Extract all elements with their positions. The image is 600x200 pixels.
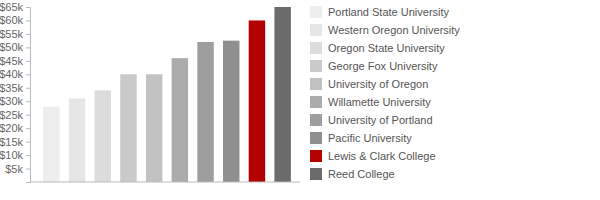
y-tick-label: $30k xyxy=(0,95,23,107)
y-tick-mark xyxy=(26,128,30,129)
legend-label: University of Oregon xyxy=(328,78,428,90)
y-tick-mark xyxy=(26,169,30,170)
bar xyxy=(197,42,213,182)
legend-item: Oregon State University xyxy=(310,42,445,54)
y-tick-label: $40k xyxy=(0,68,23,80)
bar xyxy=(120,74,136,182)
legend-item: University of Portland xyxy=(310,114,433,126)
legend-label: Portland State University xyxy=(328,6,450,18)
bar xyxy=(146,74,162,182)
y-tick-mark xyxy=(26,142,30,143)
legend-swatch xyxy=(310,78,322,90)
x-axis xyxy=(30,182,300,183)
y-tick: $15k xyxy=(0,136,30,148)
legend-swatch xyxy=(310,96,322,108)
y-tick: $50k xyxy=(0,41,30,53)
legend-item: Portland State University xyxy=(310,6,450,18)
legend-label: Pacific University xyxy=(328,132,412,144)
y-tick-label: $50k xyxy=(0,41,23,53)
y-tick: $25k xyxy=(0,109,30,121)
legend-swatch xyxy=(310,42,322,54)
legend-item: University of Oregon xyxy=(310,78,428,90)
y-tick-label: $25k xyxy=(0,109,23,121)
y-tick-label: $10k xyxy=(0,149,23,161)
y-tick-mark xyxy=(26,34,30,35)
y-tick-label: $55k xyxy=(0,28,23,40)
y-tick: $5k xyxy=(5,163,30,175)
legend-label: Willamette University xyxy=(328,96,431,108)
legend-item: Pacific University xyxy=(310,132,412,144)
y-tick: $30k xyxy=(0,95,30,107)
y-tick-label: $20k xyxy=(0,122,23,134)
y-tick-label: $60k xyxy=(0,14,23,26)
bar xyxy=(69,99,85,182)
legend-swatch xyxy=(310,60,322,72)
legend-label: Lewis & Clark College xyxy=(328,150,436,162)
y-tick: $55k xyxy=(0,28,30,40)
legend: Portland State University Western Oregon … xyxy=(310,6,460,180)
y-tick: $65k xyxy=(0,1,30,13)
y-tick: $60k xyxy=(0,14,30,26)
y-tick: $10k xyxy=(0,149,30,161)
legend-label: University of Portland xyxy=(328,114,433,126)
legend-item: Willamette University xyxy=(310,96,431,108)
y-tick: $45k xyxy=(0,55,30,67)
legend-item: Lewis & Clark College xyxy=(310,150,436,162)
bars xyxy=(43,7,291,182)
x-axis-line xyxy=(30,182,300,183)
legend-swatch xyxy=(310,150,322,162)
y-tick-label: $5k xyxy=(5,163,23,175)
y-tick-mark xyxy=(26,47,30,48)
legend-label: Reed College xyxy=(328,168,395,180)
y-axis: $5k$10k$15k$20k$25k$30k$35k$40k$45k$50k$… xyxy=(0,1,31,182)
y-tick: $35k xyxy=(0,82,30,94)
legend-item: Reed College xyxy=(310,168,395,180)
legend-label: George Fox University xyxy=(328,60,438,72)
y-tick-mark xyxy=(26,115,30,116)
y-tick-label: $35k xyxy=(0,82,23,94)
y-tick: $40k xyxy=(0,68,30,80)
y-axis-line xyxy=(26,8,31,183)
legend-item: Western Oregon University xyxy=(310,24,460,36)
legend-swatch xyxy=(310,168,322,180)
y-tick-mark xyxy=(26,88,30,89)
legend-swatch xyxy=(310,6,322,18)
legend-swatch xyxy=(310,132,322,144)
bar xyxy=(43,107,59,182)
bar xyxy=(223,41,239,182)
y-tick-label: $65k xyxy=(0,1,23,13)
y-tick-mark xyxy=(26,101,30,102)
bar xyxy=(274,7,290,182)
y-tick-label: $45k xyxy=(0,55,23,67)
y-tick-mark xyxy=(26,20,30,21)
y-tick-mark xyxy=(26,7,30,8)
y-tick: $20k xyxy=(0,122,30,134)
bar xyxy=(249,20,265,182)
bar xyxy=(95,90,111,182)
legend-swatch xyxy=(310,24,322,36)
chart: $5k$10k$15k$20k$25k$30k$35k$40k$45k$50k$… xyxy=(0,0,600,200)
legend-label: Western Oregon University xyxy=(328,24,460,36)
y-tick-mark xyxy=(26,61,30,62)
y-tick-label: $15k xyxy=(0,136,23,148)
bar xyxy=(172,58,188,182)
legend-label: Oregon State University xyxy=(328,42,445,54)
legend-item: George Fox University xyxy=(310,60,438,72)
y-tick-mark xyxy=(26,155,30,156)
legend-swatch xyxy=(310,114,322,126)
y-tick-mark xyxy=(26,74,30,75)
